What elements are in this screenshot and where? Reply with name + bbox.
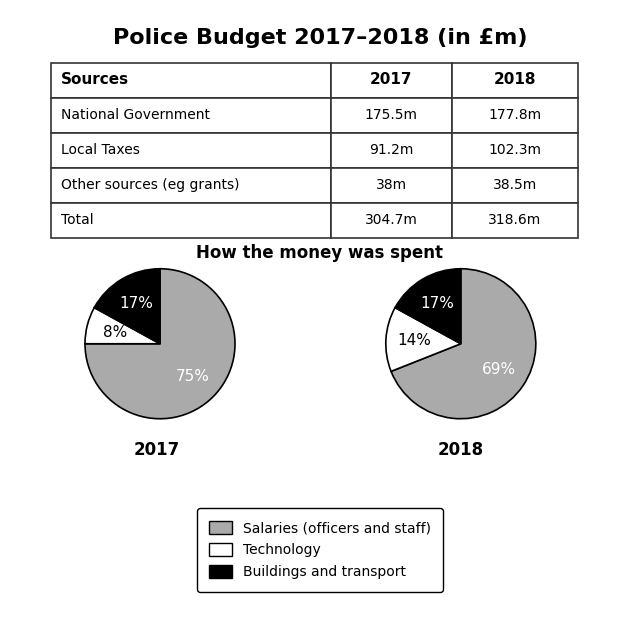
Text: 2017: 2017 <box>370 72 413 88</box>
Text: How the money was spent: How the money was spent <box>196 244 444 262</box>
Bar <box>331 98 452 132</box>
Text: 2017: 2017 <box>134 441 180 459</box>
Bar <box>452 62 578 98</box>
Wedge shape <box>391 269 536 419</box>
Text: 38m: 38m <box>376 178 407 192</box>
Wedge shape <box>395 269 461 344</box>
Text: Police Budget 2017–2018 (in £m): Police Budget 2017–2018 (in £m) <box>113 28 527 48</box>
Text: 38.5m: 38.5m <box>493 178 537 192</box>
Bar <box>331 132 452 168</box>
Text: National Government: National Government <box>61 108 210 122</box>
Bar <box>51 62 331 98</box>
Bar <box>331 62 452 98</box>
Legend: Salaries (officers and staff), Technology, Buildings and transport: Salaries (officers and staff), Technolog… <box>197 508 443 592</box>
Text: Local Taxes: Local Taxes <box>61 143 140 157</box>
Bar <box>51 168 331 202</box>
Wedge shape <box>386 308 461 371</box>
Text: 177.8m: 177.8m <box>488 108 541 122</box>
Text: 102.3m: 102.3m <box>488 143 541 157</box>
Wedge shape <box>85 308 160 344</box>
Bar <box>331 168 452 202</box>
Bar <box>452 132 578 168</box>
Wedge shape <box>85 269 235 419</box>
Bar <box>51 98 331 132</box>
Text: 8%: 8% <box>103 324 127 339</box>
Text: 304.7m: 304.7m <box>365 213 418 227</box>
Bar <box>51 202 331 238</box>
Text: 318.6m: 318.6m <box>488 213 541 227</box>
Bar <box>331 202 452 238</box>
Text: Sources: Sources <box>61 72 129 88</box>
Text: 175.5m: 175.5m <box>365 108 418 122</box>
Wedge shape <box>94 269 160 344</box>
Bar <box>452 202 578 238</box>
Text: 69%: 69% <box>482 362 516 378</box>
Text: Total: Total <box>61 213 93 227</box>
Text: 17%: 17% <box>120 296 153 311</box>
Text: 91.2m: 91.2m <box>369 143 413 157</box>
Bar <box>51 132 331 168</box>
Text: 75%: 75% <box>176 369 210 384</box>
Bar <box>452 98 578 132</box>
Text: 17%: 17% <box>420 296 454 311</box>
Text: 14%: 14% <box>397 333 431 348</box>
Text: Other sources (eg grants): Other sources (eg grants) <box>61 178 239 192</box>
Text: 2018: 2018 <box>438 441 484 459</box>
Bar <box>452 168 578 202</box>
Text: 2018: 2018 <box>493 72 536 88</box>
